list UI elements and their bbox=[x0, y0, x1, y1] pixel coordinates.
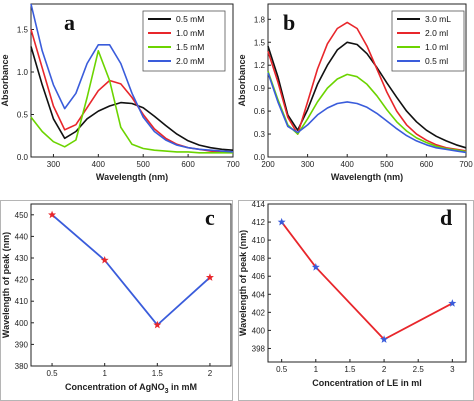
y-tick-label: 408 bbox=[252, 254, 266, 263]
y-tick-label: 430 bbox=[15, 254, 29, 263]
x-tick-label: 700 bbox=[459, 160, 473, 169]
y-tick-label: 450 bbox=[15, 211, 29, 220]
series-line bbox=[51, 214, 211, 327]
legend-label: 0.5 mM bbox=[176, 14, 204, 24]
series-line-4 bbox=[267, 72, 467, 154]
series-line-3 bbox=[30, 50, 233, 154]
x-tick-label: 0.5 bbox=[46, 369, 58, 378]
data-point bbox=[380, 335, 389, 343]
series-line-4 bbox=[30, 3, 234, 153]
y-tick-label: 0.5 bbox=[17, 111, 29, 120]
chart-panel-a: 300 400 500 600 700 0.0 0.5 1.0 1.5 Wavelength (n… bbox=[0, 3, 240, 182]
data-point bbox=[205, 273, 214, 281]
chart-panel-d: 0.5 1 1.5 2 2.5 3 398 400 402 404 406 408 410 412 414 C… bbox=[238, 200, 474, 401]
y-tick-label: 404 bbox=[252, 290, 266, 299]
y-tick-label: 398 bbox=[252, 344, 266, 353]
x-axis-label: Wavelength (nm) bbox=[331, 172, 403, 182]
plot-area bbox=[30, 3, 234, 158]
y-tick-label: 400 bbox=[252, 326, 266, 335]
x-tick-label: 2.5 bbox=[413, 365, 425, 374]
legend-label: 1.0 ml bbox=[425, 42, 448, 52]
series-line-3 bbox=[267, 71, 467, 153]
legend: 0.5 mM 1.0 mM 1.5 mM 2.0 mM bbox=[142, 10, 226, 72]
y-tick-label: 390 bbox=[15, 340, 29, 349]
x-tick-label: 2 bbox=[208, 369, 213, 378]
panel-letter: d bbox=[440, 205, 452, 230]
x-axis-label: Concentration of LE in ml bbox=[312, 378, 422, 388]
chart-panel-c: 0.5 1 1.5 2 380 390 400 410 420 430 440 450 Concentr… bbox=[0, 200, 233, 401]
plot-area bbox=[267, 203, 467, 363]
y-tick-label: 406 bbox=[252, 272, 266, 281]
y-tick-label: 0.3 bbox=[254, 130, 266, 139]
x-axis-label: Concentration of AgNO3 in mM bbox=[65, 382, 197, 395]
y-tick-label: 0.9 bbox=[254, 84, 266, 93]
legend-label: 3.0 mL bbox=[425, 14, 451, 24]
y-tick-label: 0.0 bbox=[254, 153, 266, 162]
chart-panel-b: 200 300 400 500 600 700 0.0 0.3 0.6 0.9 1.2 1.5 1.8 W… bbox=[237, 3, 473, 182]
y-axis-label: Absorbance bbox=[237, 54, 247, 106]
y-tick-label: 410 bbox=[15, 297, 29, 306]
y-tick-label: 1.5 bbox=[17, 26, 29, 35]
legend-label: 1.0 mM bbox=[176, 28, 204, 38]
y-tick-label: 1.2 bbox=[254, 61, 266, 70]
x-tick-label: 700 bbox=[226, 160, 240, 169]
y-tick-label: 440 bbox=[15, 232, 29, 241]
panel-frame bbox=[0, 200, 233, 401]
y-tick-label: 0.6 bbox=[254, 107, 266, 116]
x-tick-label: 3 bbox=[450, 365, 455, 374]
x-tick-label: 300 bbox=[47, 160, 61, 169]
x-tick-label: 500 bbox=[137, 160, 151, 169]
data-point bbox=[48, 210, 57, 219]
x-tick-label: 2 bbox=[382, 365, 387, 374]
y-tick-label: 412 bbox=[252, 218, 266, 227]
y-tick-label: 400 bbox=[15, 319, 29, 328]
x-tick-label: 400 bbox=[341, 160, 355, 169]
plot-area bbox=[267, 3, 467, 158]
x-tick-label: 200 bbox=[261, 160, 275, 169]
y-tick-label: 420 bbox=[15, 276, 29, 285]
y-tick-label: 380 bbox=[15, 362, 29, 371]
series-line bbox=[280, 221, 453, 341]
x-tick-label: 0.5 bbox=[276, 365, 288, 374]
panel-letter: b bbox=[283, 10, 295, 35]
x-tick-label: 600 bbox=[181, 160, 195, 169]
x-tick-label: 1 bbox=[102, 369, 107, 378]
y-tick-label: 410 bbox=[252, 236, 266, 245]
x-tick-label: 1 bbox=[314, 365, 319, 374]
x-tick-label: 400 bbox=[92, 160, 106, 169]
legend-label: 1.5 mM bbox=[176, 42, 204, 52]
data-point bbox=[100, 255, 109, 264]
y-tick-label: 402 bbox=[252, 308, 266, 317]
x-tick-label: 300 bbox=[301, 160, 315, 169]
panel-letter: a bbox=[64, 10, 75, 35]
data-point bbox=[448, 299, 457, 307]
y-axis-label: Wavelength of peak (nm) bbox=[1, 232, 11, 338]
legend-label: 2.0 mM bbox=[176, 56, 204, 66]
plot-area bbox=[30, 203, 232, 367]
x-tick-label: 1.5 bbox=[344, 365, 356, 374]
y-axis-label: Absorbance bbox=[0, 54, 10, 106]
x-tick-label: 600 bbox=[420, 160, 434, 169]
x-tick-label: 500 bbox=[380, 160, 394, 169]
panel-letter: c bbox=[205, 205, 215, 230]
legend-label: 2.0 ml bbox=[425, 28, 448, 38]
series-line-1 bbox=[30, 46, 234, 151]
x-tick-label: 1.5 bbox=[152, 369, 164, 378]
x-axis-label: Wavelength (nm) bbox=[96, 172, 168, 182]
legend-label: 0.5 ml bbox=[425, 56, 448, 66]
y-tick-label: 1.8 bbox=[254, 15, 266, 24]
y-tick-label: 0.0 bbox=[17, 153, 29, 162]
data-point bbox=[311, 263, 320, 271]
legend: 3.0 mL 2.0 ml 1.0 ml 0.5 ml bbox=[391, 10, 465, 72]
y-axis-label: Wavelength of peak (nm) bbox=[238, 230, 248, 336]
data-point bbox=[153, 320, 162, 329]
y-tick-label: 1.0 bbox=[17, 68, 29, 77]
y-tick-label: 1.5 bbox=[254, 38, 266, 47]
panel-frame bbox=[238, 200, 474, 401]
data-point bbox=[277, 217, 286, 226]
y-tick-label: 414 bbox=[252, 200, 266, 209]
series-line-2 bbox=[267, 21, 467, 152]
